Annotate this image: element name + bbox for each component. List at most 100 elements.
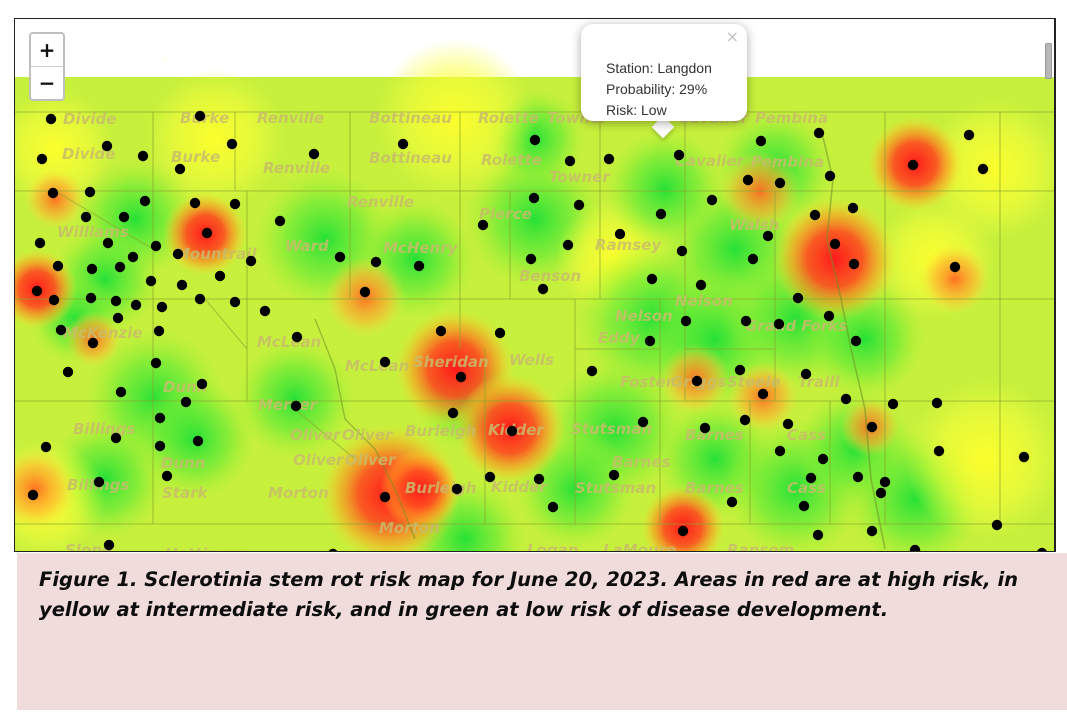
station-marker[interactable] xyxy=(528,192,540,204)
station-marker[interactable] xyxy=(529,134,541,146)
station-marker[interactable] xyxy=(691,375,703,387)
station-marker[interactable] xyxy=(676,245,688,257)
station-marker[interactable] xyxy=(115,386,127,398)
station-marker[interactable] xyxy=(677,525,689,537)
station-marker[interactable] xyxy=(680,315,692,327)
station-marker[interactable] xyxy=(150,240,162,252)
station-marker[interactable] xyxy=(130,299,142,311)
station-marker[interactable] xyxy=(154,440,166,452)
station-marker[interactable] xyxy=(112,312,124,324)
station-marker[interactable] xyxy=(637,416,649,428)
station-marker[interactable] xyxy=(506,425,518,437)
station-marker[interactable] xyxy=(328,548,338,552)
station-marker[interactable] xyxy=(189,197,201,209)
station-marker[interactable] xyxy=(879,476,891,488)
station-marker[interactable] xyxy=(991,519,1003,531)
station-marker[interactable] xyxy=(823,310,835,322)
station-marker[interactable] xyxy=(847,202,859,214)
station-marker[interactable] xyxy=(1018,451,1030,463)
station-marker[interactable] xyxy=(782,418,794,430)
station-marker[interactable] xyxy=(564,155,576,167)
station-marker[interactable] xyxy=(84,186,96,198)
station-marker[interactable] xyxy=(80,211,92,223)
station-marker[interactable] xyxy=(933,445,945,457)
station-marker[interactable] xyxy=(813,127,825,139)
station-marker[interactable] xyxy=(308,148,320,160)
station-marker[interactable] xyxy=(397,138,409,150)
station-marker[interactable] xyxy=(192,435,204,447)
station-marker[interactable] xyxy=(706,194,718,206)
station-marker[interactable] xyxy=(603,153,615,165)
station-marker[interactable] xyxy=(379,356,391,368)
station-marker[interactable] xyxy=(127,251,139,263)
station-marker[interactable] xyxy=(103,539,115,551)
station-marker[interactable] xyxy=(866,421,878,433)
station-marker[interactable] xyxy=(655,208,667,220)
station-marker[interactable] xyxy=(447,407,459,419)
station-marker[interactable] xyxy=(840,393,852,405)
station-marker[interactable] xyxy=(194,110,206,122)
station-marker[interactable] xyxy=(27,489,39,501)
station-marker[interactable] xyxy=(757,388,769,400)
station-marker[interactable] xyxy=(36,153,48,165)
station-marker[interactable] xyxy=(45,113,57,125)
station-marker[interactable] xyxy=(201,227,213,239)
station-marker[interactable] xyxy=(229,198,241,210)
station-marker[interactable] xyxy=(62,366,74,378)
station-marker[interactable] xyxy=(214,270,226,282)
station-marker[interactable] xyxy=(792,292,804,304)
station-marker[interactable] xyxy=(907,159,919,171)
station-marker[interactable] xyxy=(673,149,685,161)
station-marker[interactable] xyxy=(110,432,122,444)
station-marker[interactable] xyxy=(812,529,824,541)
station-marker[interactable] xyxy=(435,325,447,337)
station-marker[interactable] xyxy=(608,469,620,481)
station-marker[interactable] xyxy=(734,364,746,376)
station-marker[interactable] xyxy=(172,248,184,260)
zoom-out-button[interactable]: − xyxy=(31,66,63,99)
station-marker[interactable] xyxy=(699,422,711,434)
station-marker[interactable] xyxy=(334,251,346,263)
station-marker[interactable] xyxy=(484,471,496,483)
station-marker[interactable] xyxy=(977,163,989,175)
station-marker[interactable] xyxy=(547,501,559,513)
popup-close-icon[interactable]: × xyxy=(725,27,739,46)
station-marker[interactable] xyxy=(586,365,598,377)
station-marker[interactable] xyxy=(290,400,302,412)
zoom-in-button[interactable]: + xyxy=(31,34,63,66)
station-marker[interactable] xyxy=(85,292,97,304)
station-marker[interactable] xyxy=(824,170,836,182)
station-marker[interactable] xyxy=(726,496,738,508)
station-marker[interactable] xyxy=(451,483,463,495)
station-marker[interactable] xyxy=(809,209,821,221)
station-marker[interactable] xyxy=(805,472,817,484)
station-marker[interactable] xyxy=(259,305,271,317)
station-marker[interactable] xyxy=(413,260,425,272)
station-marker[interactable] xyxy=(829,238,841,250)
station-marker[interactable] xyxy=(52,260,64,272)
station-marker[interactable] xyxy=(139,195,151,207)
station-marker[interactable] xyxy=(762,230,774,242)
station-marker[interactable] xyxy=(370,256,382,268)
station-marker[interactable] xyxy=(909,544,921,552)
station-marker[interactable] xyxy=(742,174,754,186)
station-marker[interactable] xyxy=(194,293,206,305)
station-marker[interactable] xyxy=(274,215,286,227)
station-marker[interactable] xyxy=(40,441,52,453)
station-marker[interactable] xyxy=(739,414,751,426)
station-marker[interactable] xyxy=(800,368,812,380)
station-marker[interactable] xyxy=(963,129,975,141)
station-marker[interactable] xyxy=(525,253,537,265)
station-marker[interactable] xyxy=(875,487,887,499)
station-marker[interactable] xyxy=(931,397,943,409)
station-marker[interactable] xyxy=(1037,547,1047,552)
station-marker[interactable] xyxy=(174,163,186,175)
station-marker[interactable] xyxy=(644,335,656,347)
station-marker[interactable] xyxy=(850,335,862,347)
station-marker[interactable] xyxy=(740,315,752,327)
station-marker[interactable] xyxy=(774,445,786,457)
station-marker[interactable] xyxy=(118,211,130,223)
station-marker[interactable] xyxy=(291,331,303,343)
station-marker[interactable] xyxy=(48,294,60,306)
station-marker[interactable] xyxy=(55,324,67,336)
